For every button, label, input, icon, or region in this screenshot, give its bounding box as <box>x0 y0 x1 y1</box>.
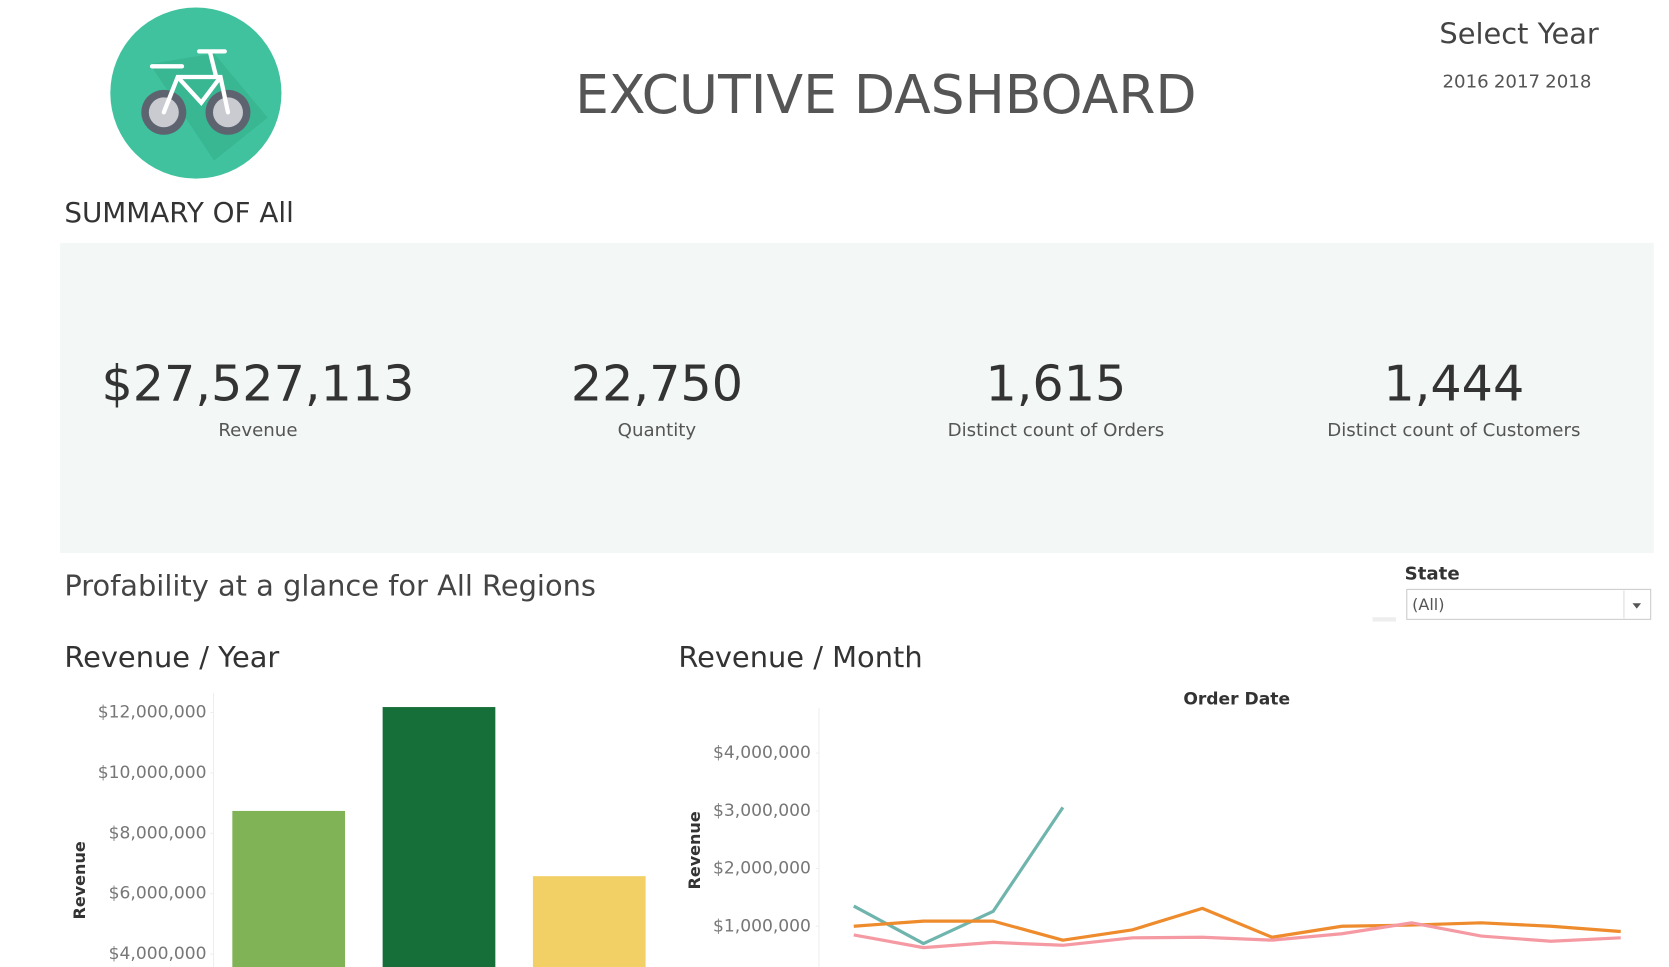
y-tick-label: $4,000,000 <box>109 944 207 964</box>
y-tick-label: $1,000,000 <box>713 916 811 936</box>
y-axis-label: Revenue <box>70 841 89 919</box>
y-tick-label: $4,000,000 <box>713 743 811 763</box>
year-option[interactable]: 2016 <box>1442 71 1488 92</box>
y-tick-label: $12,000,000 <box>98 702 207 722</box>
kpi-label: Revenue <box>218 420 297 441</box>
kpi-panel <box>60 242 1654 554</box>
y-axis-label: Revenue <box>685 811 704 889</box>
kpi-label: Distinct count of Customers <box>1327 420 1580 441</box>
year-option[interactable]: 2018 <box>1545 71 1591 92</box>
y-tick-label: $6,000,000 <box>109 884 207 904</box>
section-title: Profability at a glance for All Regions <box>64 568 596 602</box>
y-tick-label: $2,000,000 <box>713 859 811 879</box>
dashboard-title: EXCUTIVE DASHBOARD <box>575 63 1197 126</box>
kpi-value: 1,444 <box>1383 355 1524 413</box>
y-tick-label: $8,000,000 <box>109 823 207 843</box>
chart-title: Revenue / Year <box>64 640 279 674</box>
bar <box>382 707 496 967</box>
chart-title: Revenue / Month <box>678 640 922 674</box>
state-dropdown-value[interactable]: (All) <box>1412 595 1444 614</box>
logo <box>110 7 282 179</box>
kpi-value: 22,750 <box>571 355 743 413</box>
bar <box>532 876 646 967</box>
kpi-value: 1,615 <box>986 355 1127 413</box>
filter-handle <box>1372 617 1397 622</box>
summary-title: SUMMARY OF All <box>64 196 294 229</box>
line-series <box>853 921 1621 950</box>
state-filter-label: State <box>1405 563 1460 584</box>
y-tick-label: $3,000,000 <box>713 801 811 821</box>
x-axis-label: Order Date <box>1183 690 1290 710</box>
kpi-label: Quantity <box>618 420 697 441</box>
line-series <box>853 906 1621 942</box>
kpi-label: Distinct count of Orders <box>948 420 1165 441</box>
bar <box>232 810 346 967</box>
year-filter-label: Select Year <box>1439 16 1599 50</box>
state-dropdown[interactable]: (All) <box>1406 588 1652 620</box>
y-tick-label: $10,000,000 <box>98 763 207 783</box>
kpi-value: $27,527,113 <box>101 355 414 413</box>
year-option[interactable]: 2017 <box>1494 71 1540 92</box>
